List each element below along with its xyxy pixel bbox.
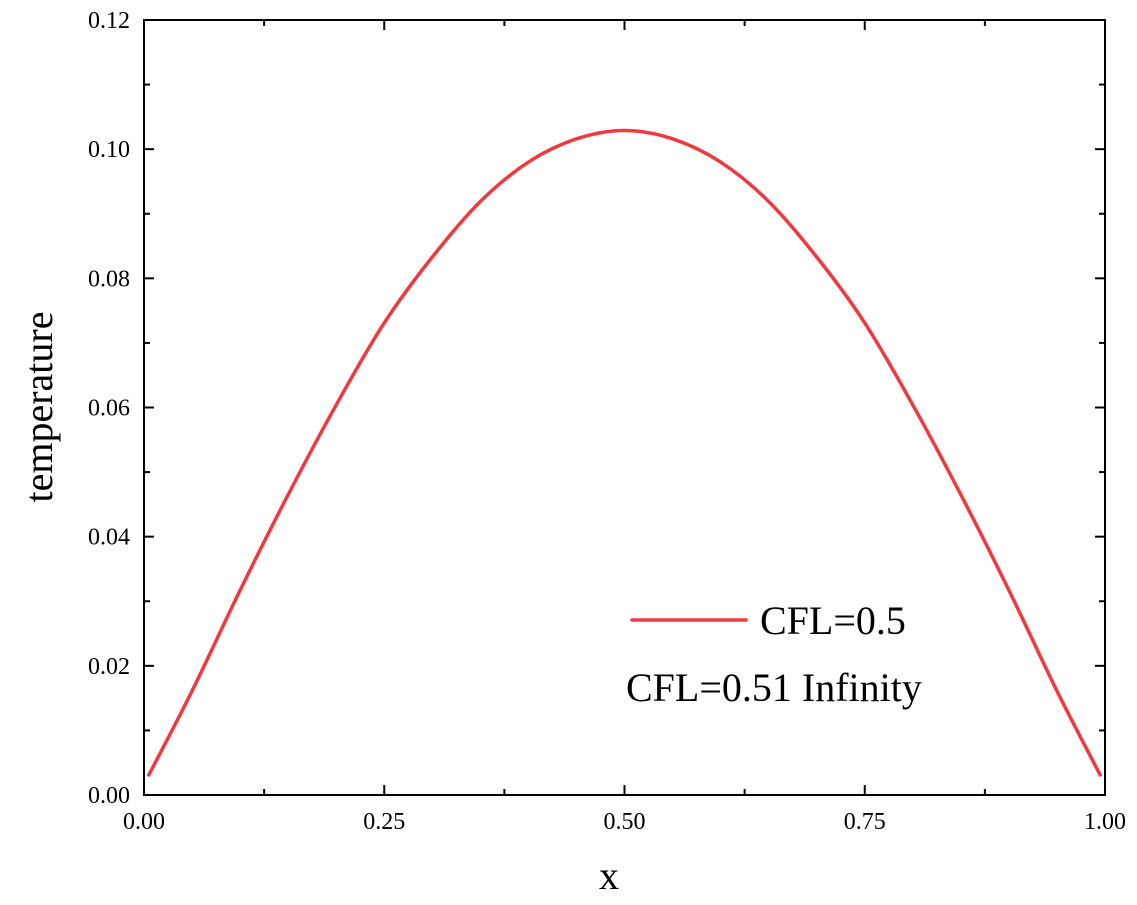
x-axis-title: x — [599, 853, 619, 898]
legend-label: CFL=0.51 Infinity — [626, 665, 922, 710]
y-tick-label: 0.04 — [88, 525, 130, 551]
y-tick-label: 0.12 — [88, 8, 130, 34]
series-lines — [147, 128, 1102, 777]
tick-labels: 0.00 0.25 0.50 0.75 1.00 0.00 0.02 0.04 0.06 0.08… — [88, 8, 1126, 835]
tick-marks — [143, 19, 1106, 796]
y-tick-label: 0.10 — [88, 137, 130, 163]
x-tick-label: 0.50 — [604, 809, 646, 835]
series-line-cfl-0-5 — [147, 128, 1102, 777]
y-tick-label: 0.06 — [88, 396, 130, 422]
x-tick-label: 0.00 — [123, 809, 165, 835]
y-tick-label: 0.08 — [88, 266, 130, 292]
x-tick-label: 0.75 — [844, 809, 886, 835]
legend: CFL=0.5 CFL=0.51 Infinity — [626, 598, 922, 710]
y-tick-label: 0.02 — [88, 654, 130, 680]
legend-label: CFL=0.5 — [760, 598, 906, 643]
axes — [143, 19, 1106, 796]
y-tick-label: 0.00 — [88, 783, 130, 809]
plot-frame — [143, 19, 1106, 796]
x-tick-label: 0.25 — [363, 809, 405, 835]
x-tick-label: 1.00 — [1084, 809, 1126, 835]
y-axis-title: temperature — [16, 312, 61, 503]
